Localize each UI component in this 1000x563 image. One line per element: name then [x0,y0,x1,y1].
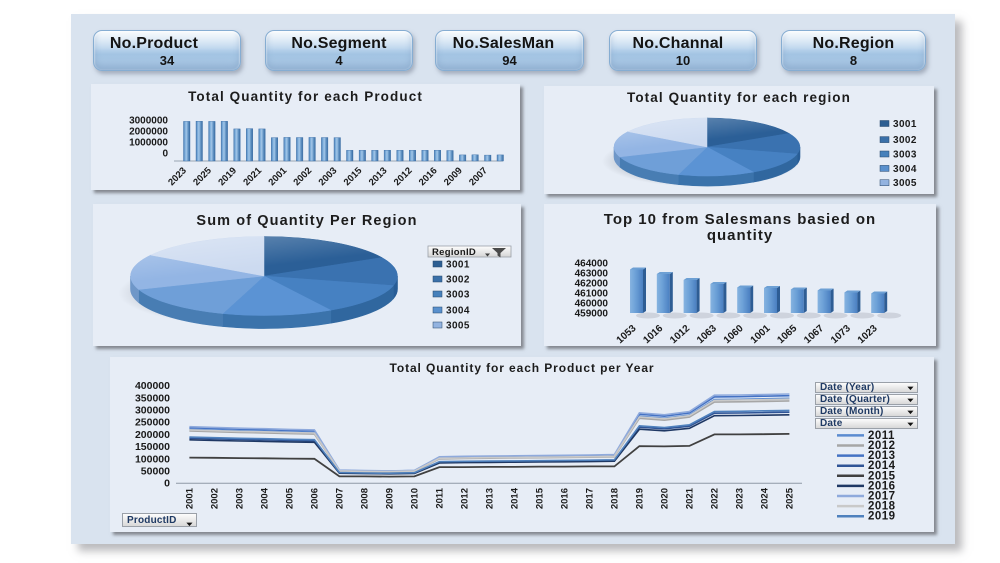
svg-text:2017: 2017 [584,488,595,509]
svg-text:400000: 400000 [135,380,170,392]
svg-text:3002: 3002 [446,275,470,286]
svg-text:2012: 2012 [459,488,470,509]
svg-text:0: 0 [164,478,170,490]
svg-text:1067: 1067 [802,323,826,346]
svg-text:2002: 2002 [209,488,220,509]
svg-text:2013: 2013 [484,488,495,509]
svg-text:2021: 2021 [684,487,695,509]
svg-text:2018: 2018 [868,501,896,513]
svg-text:150000: 150000 [135,441,170,453]
svg-text:2012: 2012 [868,440,896,452]
svg-text:250000: 250000 [135,417,170,429]
svg-text:50000: 50000 [141,466,170,478]
svg-text:2003: 2003 [317,165,340,188]
svg-text:2004: 2004 [259,487,270,509]
svg-text:2012: 2012 [392,165,415,188]
svg-text:2016: 2016 [559,488,570,509]
svg-text:2022: 2022 [709,488,720,509]
svg-text:3003: 3003 [446,290,470,301]
svg-text:2017: 2017 [868,491,896,503]
svg-text:300000: 300000 [135,405,170,417]
svg-text:2001: 2001 [184,487,195,509]
svg-text:2010: 2010 [409,488,420,509]
svg-text:2013: 2013 [868,450,896,462]
svg-text:3004: 3004 [446,306,470,317]
svg-text:2007: 2007 [334,488,345,509]
svg-text:3004: 3004 [893,164,917,175]
svg-text:460000: 460000 [575,299,609,310]
svg-text:2019: 2019 [868,511,896,523]
svg-text:2007: 2007 [467,165,490,188]
svg-text:1023: 1023 [856,323,880,346]
svg-text:3003: 3003 [893,150,917,161]
svg-text:464000: 464000 [575,259,609,270]
svg-text:2016: 2016 [868,480,896,492]
svg-text:2023: 2023 [166,165,189,188]
svg-text:3002: 3002 [893,135,917,146]
svg-text:2015: 2015 [534,487,545,509]
svg-text:2025: 2025 [191,165,214,188]
svg-text:2009: 2009 [442,165,465,188]
svg-text:3000000: 3000000 [129,116,168,127]
svg-text:2011: 2011 [868,430,895,442]
svg-text:2003: 2003 [234,488,245,509]
svg-text:1012: 1012 [668,323,692,346]
svg-text:463000: 463000 [575,269,609,280]
svg-text:2008: 2008 [359,488,370,509]
svg-text:2011: 2011 [434,487,445,508]
svg-text:2015: 2015 [868,470,896,482]
svg-text:2014: 2014 [868,460,896,472]
svg-text:2006: 2006 [309,488,320,509]
svg-text:2005: 2005 [284,487,295,509]
svg-text:2025: 2025 [784,487,795,509]
svg-text:2016: 2016 [417,165,440,188]
svg-text:462000: 462000 [575,279,609,290]
svg-text:1053: 1053 [615,323,639,346]
svg-text:2021: 2021 [241,165,264,188]
svg-text:1016: 1016 [641,323,665,346]
svg-text:2002: 2002 [291,165,314,188]
svg-text:3001: 3001 [893,119,917,130]
svg-text:1001: 1001 [749,323,773,346]
svg-text:1063: 1063 [695,323,719,346]
svg-text:1073: 1073 [829,323,853,346]
svg-text:350000: 350000 [135,392,170,404]
svg-text:RegionID: RegionID [432,247,476,258]
svg-text:2015: 2015 [342,165,365,188]
svg-text:2018: 2018 [609,488,620,509]
svg-text:2013: 2013 [367,165,390,188]
svg-text:1060: 1060 [722,323,746,346]
svg-text:3001: 3001 [446,260,470,271]
svg-text:2019: 2019 [634,488,645,509]
svg-text:200000: 200000 [135,429,170,441]
svg-text:2024: 2024 [759,487,770,509]
svg-text:1065: 1065 [775,323,799,346]
svg-text:3005: 3005 [893,178,917,189]
svg-text:2020: 2020 [659,488,670,509]
svg-text:459000: 459000 [575,309,609,320]
svg-text:2019: 2019 [216,165,239,188]
svg-text:2000000: 2000000 [129,127,168,138]
svg-text:100000: 100000 [135,453,170,465]
svg-text:2023: 2023 [734,488,745,509]
svg-text:2014: 2014 [509,487,520,509]
svg-text:2009: 2009 [384,488,395,509]
svg-text:461000: 461000 [575,289,609,300]
svg-text:2001: 2001 [266,165,289,188]
svg-text:1000000: 1000000 [129,138,168,149]
svg-text:0: 0 [162,149,168,160]
svg-text:3005: 3005 [446,321,470,332]
